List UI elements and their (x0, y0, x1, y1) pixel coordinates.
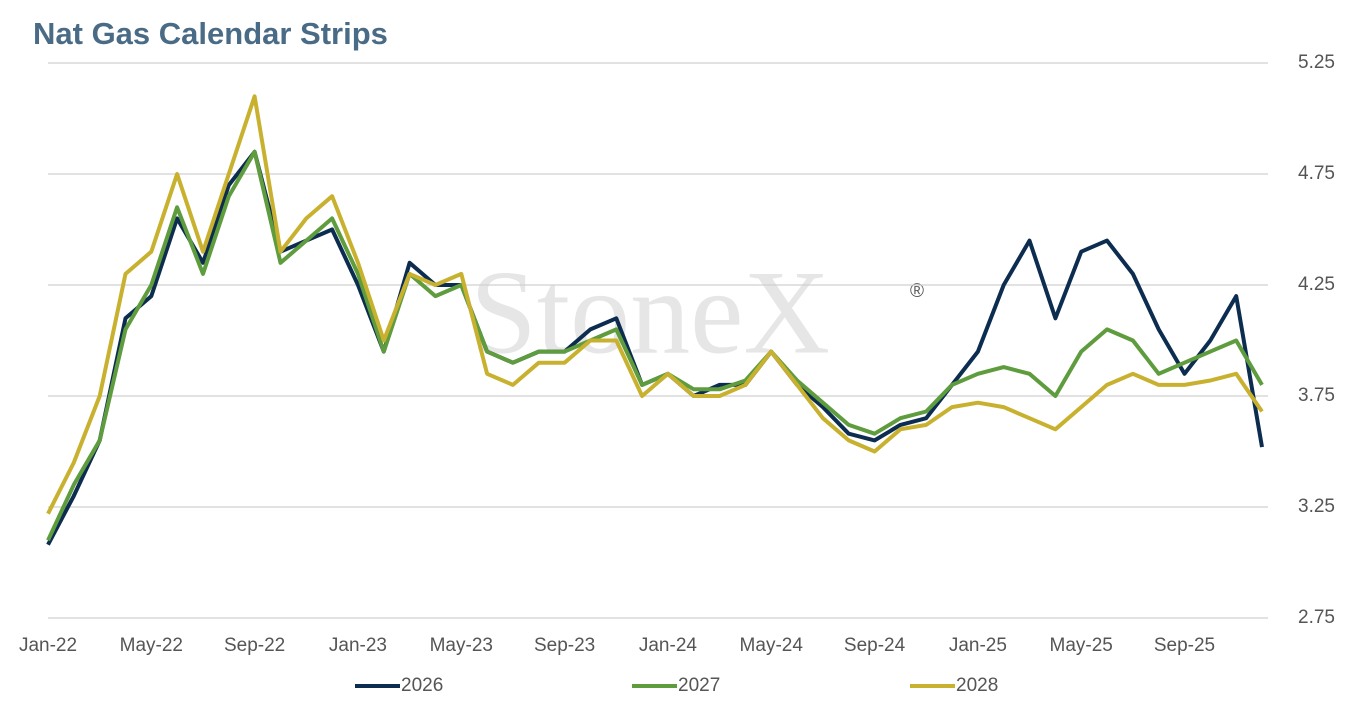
x-tick-label: May-24 (740, 635, 804, 656)
y-tick-label: 3.75 (1298, 385, 1335, 406)
x-tick-label: Jan-24 (639, 635, 698, 656)
series-line (46, 149, 1264, 542)
chart-title: Nat Gas Calendar Strips (33, 16, 388, 51)
x-tick-label: May-22 (120, 635, 183, 656)
legend-label: 2026 (401, 675, 443, 696)
legend-label: 2027 (678, 675, 720, 696)
y-tick-label: 4.75 (1298, 163, 1335, 184)
x-tick-label: Jan-25 (949, 635, 1007, 656)
series-line (46, 94, 1264, 515)
y-tick-label: 2.75 (1298, 607, 1335, 628)
x-tick-label: May-23 (430, 635, 493, 656)
x-tick-label: Sep-22 (224, 635, 285, 656)
x-tick-label: May-25 (1050, 635, 1113, 656)
x-tick-label: Jan-23 (329, 635, 387, 656)
x-tick-label: Jan-22 (19, 635, 77, 656)
y-tick-label: 3.25 (1298, 496, 1335, 517)
x-tick-label: Sep-23 (534, 635, 595, 656)
legend-label: 2028 (956, 675, 998, 696)
y-tick-label: 4.25 (1298, 274, 1335, 295)
registered-mark: ® (910, 281, 924, 302)
x-tick-label: Sep-25 (1154, 635, 1215, 656)
x-tick-label: Sep-24 (844, 635, 906, 656)
y-tick-label: 5.25 (1298, 52, 1335, 73)
